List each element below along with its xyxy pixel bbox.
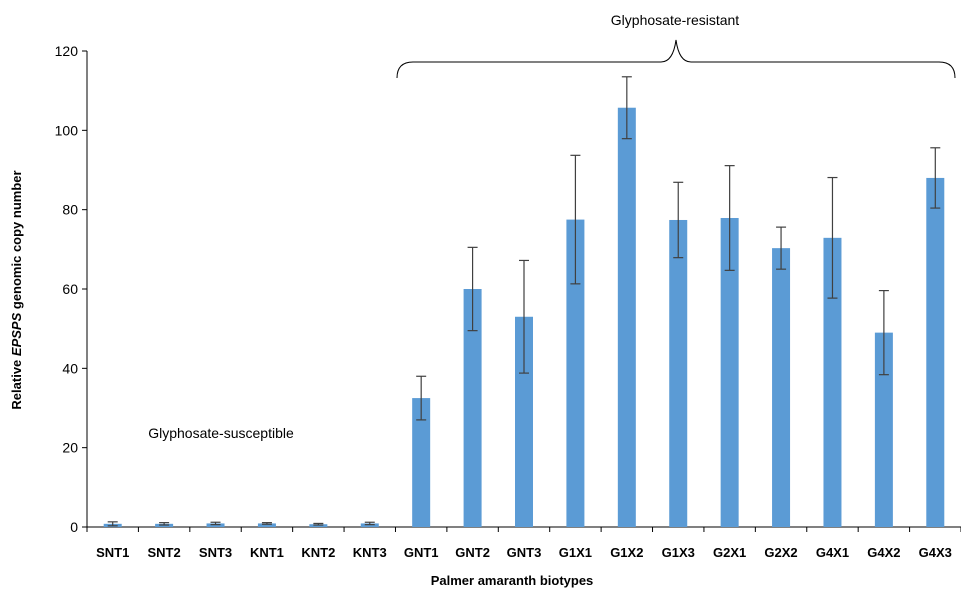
x-tick-label: G1X3 — [662, 545, 695, 560]
y-tick-label: 60 — [62, 281, 78, 297]
bar — [823, 237, 842, 527]
bar — [772, 248, 791, 528]
bar — [257, 523, 276, 527]
x-tick-label: GNT2 — [455, 545, 490, 560]
y-tick-label: 80 — [62, 202, 78, 218]
x-tick-label: GNT3 — [507, 545, 542, 560]
x-tick-label: SNT3 — [199, 545, 232, 560]
x-tick-label: KNT3 — [353, 545, 387, 560]
x-tick-label: KNT1 — [250, 545, 284, 560]
x-tick-label: G4X2 — [867, 545, 900, 560]
bar — [669, 219, 688, 528]
y-tick-label: 40 — [62, 360, 78, 376]
y-axis-title-suffix: genomic copy number — [9, 170, 24, 312]
bar — [926, 177, 945, 527]
bar — [412, 398, 431, 527]
x-tick-label: SNT2 — [148, 545, 181, 560]
x-tick-label: G4X1 — [816, 545, 849, 560]
bar — [566, 219, 585, 528]
y-tick-label: 120 — [55, 43, 79, 59]
x-tick-label: G2X1 — [713, 545, 746, 560]
y-axis: 0 20 40 60 80 100 120 — [55, 43, 88, 535]
bars-group — [103, 107, 945, 528]
x-tick-label: KNT2 — [301, 545, 335, 560]
x-tick-label: SNT1 — [96, 545, 129, 560]
bar — [463, 289, 482, 527]
y-tick-label: 100 — [55, 122, 79, 138]
y-tick-label: 0 — [70, 519, 78, 535]
bar — [874, 332, 893, 527]
x-tick-label: G1X1 — [559, 545, 592, 560]
resistant-label: Glyphosate-resistant — [611, 12, 740, 28]
y-axis-title: Relative EPSPS genomic copy number — [9, 170, 24, 409]
resistant-brace — [396, 39, 956, 79]
x-axis-title: Palmer amaranth biotypes — [431, 573, 594, 588]
y-axis-title-gene: EPSPS — [9, 312, 24, 356]
susceptible-label: Glyphosate-susceptible — [148, 425, 294, 441]
bar — [617, 107, 636, 528]
error-bars-group — [107, 76, 941, 527]
bar — [515, 316, 533, 527]
x-tick-label: G2X2 — [764, 545, 797, 560]
x-axis: SNT1 SNT2 SNT3 KNT1 KNT2 KNT3 GNT1 GNT2 GNT3 G1X1… — [86, 526, 961, 560]
y-axis-title-prefix: Relative — [9, 356, 24, 409]
x-tick-label: GNT1 — [404, 545, 439, 560]
x-tick-label: G4X3 — [919, 545, 952, 560]
x-tick-label: G1X2 — [610, 545, 643, 560]
y-tick-label: 20 — [62, 440, 78, 456]
bar — [720, 217, 739, 527]
